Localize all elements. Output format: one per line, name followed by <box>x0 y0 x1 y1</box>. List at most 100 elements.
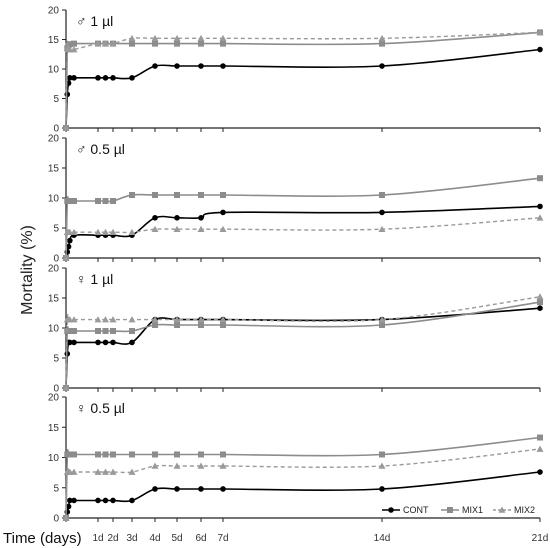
y-tick-label: 20 <box>48 264 60 275</box>
series-mix2 <box>62 214 544 261</box>
data-point-mix1 <box>152 40 158 47</box>
series-mix1 <box>63 29 543 131</box>
data-point-cont <box>71 75 77 81</box>
data-point-mix1 <box>129 328 135 334</box>
data-point-mix2 <box>62 384 70 391</box>
data-point-mix2 <box>173 462 181 469</box>
data-point-cont <box>65 503 72 510</box>
x-tick-label: 1d <box>92 533 103 544</box>
data-point-mix2 <box>109 468 117 475</box>
series-cont <box>63 46 543 131</box>
series-mix1 <box>63 299 543 391</box>
data-point-mix1 <box>95 198 101 204</box>
panel-title: ♀ 1 µl <box>76 271 113 287</box>
y-tick-label: 0 <box>53 254 59 265</box>
data-point-mix2 <box>128 316 136 323</box>
data-point-mix2 <box>378 316 386 323</box>
data-point-mix2 <box>128 228 136 235</box>
legend-marker-mix1 <box>447 507 453 513</box>
series-mix2 <box>62 445 544 521</box>
y-tick-label: 15 <box>48 423 60 434</box>
series-line-mix2 <box>65 217 541 259</box>
data-point-mix1 <box>379 451 385 458</box>
data-point-cont <box>110 75 116 81</box>
x-tick-label: 21d <box>532 533 549 544</box>
data-point-mix1 <box>198 192 204 198</box>
data-point-cont <box>379 209 385 216</box>
data-point-mix1 <box>129 40 135 47</box>
data-point-cont <box>198 486 204 492</box>
data-point-cont <box>95 75 101 81</box>
data-point-mix2 <box>102 40 109 47</box>
x-tick-label: 4d <box>149 533 160 544</box>
data-point-cont <box>537 46 543 53</box>
series-mix2 <box>62 293 544 391</box>
chart-panel-1: 0 5 10 15 20 ♂ 1 µl <box>48 6 544 135</box>
series-line-mix1 <box>65 177 541 259</box>
y-tick-label: 15 <box>48 164 60 175</box>
data-point-mix2 <box>197 34 205 42</box>
data-point-mix1 <box>71 40 77 47</box>
y-tick-label: 5 <box>53 94 59 105</box>
data-point-cont <box>67 237 73 244</box>
data-point-mix2 <box>109 316 117 323</box>
data-point-cont <box>129 497 135 504</box>
data-point-cont <box>220 209 226 216</box>
series-line-mix2 <box>65 448 541 519</box>
series-line-mix2 <box>65 31 541 129</box>
x-tick-label: 3d <box>126 533 137 544</box>
data-point-cont <box>67 339 73 346</box>
data-point-mix1 <box>198 322 204 328</box>
data-point-mix2 <box>94 316 102 323</box>
data-point-cont <box>537 203 543 210</box>
data-point-mix2 <box>378 225 386 232</box>
y-tick-label: 10 <box>48 453 60 464</box>
data-point-mix2 <box>70 316 78 323</box>
data-point-cont <box>102 339 109 346</box>
y-tick-label: 0 <box>53 514 59 525</box>
data-point-mix2 <box>151 225 159 232</box>
data-point-mix1 <box>129 192 135 198</box>
x-axis-title: Time (days) <box>3 530 82 547</box>
data-point-cont <box>129 75 135 81</box>
data-point-cont <box>71 497 77 504</box>
y-tick-label: 10 <box>48 194 60 205</box>
panel-title: ♂ 1 µl <box>76 13 113 29</box>
data-point-mix2 <box>219 462 227 469</box>
data-point-mix1 <box>537 434 543 441</box>
series-line-mix2 <box>65 296 541 389</box>
data-point-mix1 <box>537 299 543 306</box>
data-point-mix2 <box>173 316 181 323</box>
y-tick-label: 5 <box>53 224 59 235</box>
y-tick-label: 20 <box>48 134 60 145</box>
data-point-mix2 <box>378 34 386 42</box>
series-line-cont <box>65 48 541 129</box>
data-point-mix2 <box>128 468 136 475</box>
series-mix1 <box>63 175 543 261</box>
data-point-cont <box>152 215 158 221</box>
data-point-mix1 <box>129 451 135 458</box>
data-point-mix1 <box>66 328 73 334</box>
data-point-mix2 <box>536 445 544 452</box>
chart-panels: 0 5 10 15 20 ♂ 1 µl 0 5 10 15 20 ♂ 0.5 µl 0 5 10 15 20 ♀ … <box>48 6 544 525</box>
data-point-mix2 <box>536 293 544 300</box>
data-point-mix2 <box>219 316 227 323</box>
data-point-cont <box>95 497 101 504</box>
data-point-mix1 <box>220 451 226 458</box>
data-point-mix2 <box>151 316 159 323</box>
data-point-cont <box>174 215 180 221</box>
chart-panel-3: 0 5 10 15 20 ♀ 1 µl <box>48 264 544 395</box>
data-point-mix2 <box>128 34 136 42</box>
data-point-mix2 <box>70 468 78 475</box>
legend-marker-cont <box>388 507 394 513</box>
data-point-mix1 <box>379 322 385 328</box>
data-point-mix2 <box>94 468 102 475</box>
data-point-mix2 <box>151 34 159 42</box>
data-point-cont <box>379 486 385 492</box>
data-point-cont <box>220 63 226 69</box>
data-point-mix2 <box>197 225 205 232</box>
data-point-mix1 <box>379 40 385 47</box>
data-point-mix2 <box>536 28 544 36</box>
data-point-mix1 <box>110 328 116 334</box>
data-point-mix2 <box>62 254 70 261</box>
